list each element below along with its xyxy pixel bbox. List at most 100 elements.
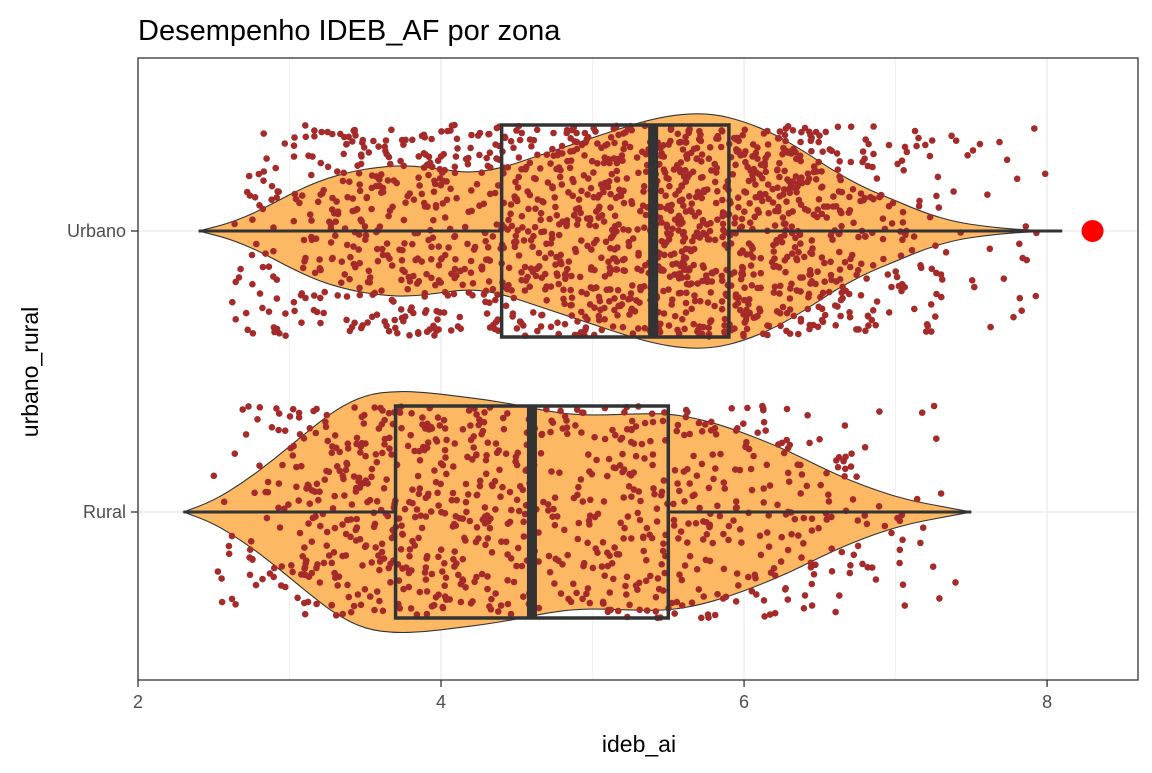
point-urbano bbox=[761, 162, 768, 170]
point-urbano bbox=[788, 150, 795, 157]
point-urbano bbox=[1018, 307, 1025, 315]
point-urbano bbox=[444, 292, 452, 299]
point-urbano bbox=[619, 293, 627, 301]
point-urbano bbox=[568, 272, 575, 280]
point-rural bbox=[225, 542, 233, 550]
point-urbano bbox=[939, 276, 946, 283]
point-rural bbox=[551, 580, 558, 587]
point-urbano bbox=[265, 263, 273, 271]
point-urbano bbox=[893, 273, 901, 281]
point-urbano bbox=[619, 256, 627, 264]
point-rural bbox=[760, 485, 767, 492]
point-rural bbox=[450, 520, 458, 528]
point-urbano bbox=[642, 150, 650, 158]
point-rural bbox=[373, 458, 381, 466]
point-urbano bbox=[818, 305, 826, 313]
point-urbano bbox=[876, 193, 883, 201]
point-urbano bbox=[537, 165, 544, 172]
point-urbano bbox=[547, 323, 555, 331]
point-urbano bbox=[388, 296, 396, 304]
point-urbano bbox=[815, 196, 823, 203]
point-rural bbox=[424, 439, 432, 446]
point-urbano bbox=[587, 184, 595, 192]
point-urbano bbox=[364, 319, 371, 326]
point-urbano bbox=[663, 221, 671, 229]
point-rural bbox=[299, 553, 307, 560]
point-rural bbox=[564, 551, 571, 559]
point-rural bbox=[376, 566, 383, 574]
point-urbano bbox=[776, 173, 783, 181]
point-urbano bbox=[702, 272, 710, 279]
point-urbano bbox=[451, 163, 459, 171]
point-rural bbox=[315, 496, 322, 504]
point-urbano bbox=[901, 143, 909, 151]
point-rural bbox=[842, 453, 849, 461]
point-urbano bbox=[437, 181, 445, 189]
point-rural bbox=[418, 524, 426, 532]
point-rural bbox=[470, 444, 478, 451]
point-rural bbox=[348, 501, 356, 508]
point-rural bbox=[628, 535, 635, 542]
point-urbano bbox=[746, 219, 754, 226]
point-urbano bbox=[383, 240, 391, 247]
point-rural bbox=[386, 445, 393, 452]
point-rural bbox=[676, 487, 683, 495]
point-urbano bbox=[352, 132, 359, 139]
point-urbano bbox=[543, 240, 550, 248]
point-rural bbox=[692, 520, 700, 527]
point-rural bbox=[441, 560, 448, 567]
point-urbano bbox=[232, 316, 239, 323]
point-rural bbox=[486, 603, 493, 610]
point-rural bbox=[416, 447, 423, 455]
point-urbano bbox=[657, 203, 664, 211]
point-urbano bbox=[522, 166, 529, 173]
point-rural bbox=[453, 496, 461, 504]
point-rural bbox=[350, 473, 358, 480]
point-rural bbox=[711, 611, 719, 619]
point-urbano bbox=[594, 194, 601, 201]
point-urbano bbox=[740, 330, 747, 338]
point-rural bbox=[734, 425, 741, 432]
point-urbano bbox=[829, 236, 836, 243]
point-rural bbox=[364, 498, 371, 506]
point-urbano bbox=[857, 292, 865, 299]
point-urbano bbox=[793, 255, 800, 262]
point-urbano bbox=[341, 271, 349, 278]
point-urbano bbox=[810, 163, 818, 170]
point-urbano bbox=[468, 131, 475, 139]
point-urbano bbox=[434, 316, 441, 323]
point-rural bbox=[289, 405, 297, 413]
point-rural bbox=[661, 409, 668, 416]
point-urbano bbox=[400, 162, 408, 170]
point-urbano bbox=[565, 189, 572, 196]
point-rural bbox=[640, 547, 647, 555]
point-rural bbox=[545, 552, 553, 560]
point-rural bbox=[647, 572, 654, 580]
point-rural bbox=[419, 414, 426, 421]
point-urbano bbox=[584, 191, 591, 198]
point-rural bbox=[359, 562, 366, 569]
point-rural bbox=[312, 513, 319, 520]
point-rural bbox=[242, 431, 250, 438]
point-urbano bbox=[623, 175, 631, 182]
point-rural bbox=[370, 523, 378, 531]
point-urbano bbox=[409, 136, 416, 144]
point-urbano bbox=[438, 128, 445, 135]
point-urbano bbox=[749, 171, 756, 179]
point-urbano bbox=[518, 212, 526, 220]
point-rural bbox=[264, 478, 272, 486]
point-urbano bbox=[492, 296, 499, 304]
point-urbano bbox=[311, 133, 318, 140]
point-urbano bbox=[575, 196, 583, 203]
point-urbano bbox=[640, 183, 648, 190]
point-rural bbox=[763, 461, 771, 469]
point-rural bbox=[450, 463, 457, 470]
point-urbano bbox=[754, 144, 761, 151]
point-urbano bbox=[741, 126, 749, 134]
point-urbano bbox=[434, 157, 442, 164]
point-rural bbox=[551, 521, 559, 529]
point-urbano bbox=[609, 323, 617, 330]
point-rural bbox=[340, 475, 347, 483]
point-rural bbox=[287, 444, 295, 452]
point-rural bbox=[797, 461, 804, 469]
